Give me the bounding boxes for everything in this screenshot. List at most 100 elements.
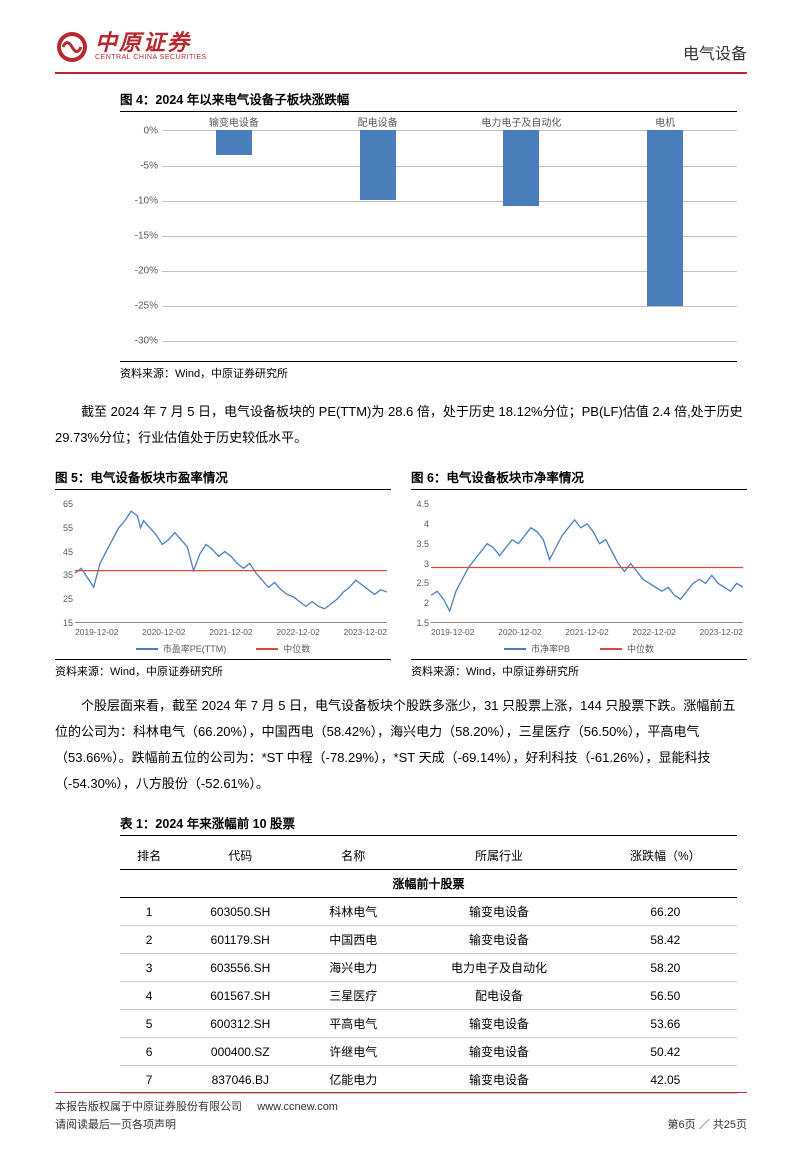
legend-label: 中位数: [283, 642, 310, 655]
legend-label: 市净率PB: [531, 642, 570, 655]
company-logo: 中原证券 CENTRAL CHINA SECURITIES: [55, 30, 207, 64]
table-1-header-row: 排名代码名称所属行业涨跌幅（%）: [120, 842, 737, 870]
line-chart-xtick: 2020-12-02: [142, 627, 185, 637]
table-cell: 亿能电力: [302, 1066, 404, 1094]
table-1-supertitle: 涨幅前十股票: [120, 870, 737, 898]
figure-4-ytick: -15%: [124, 231, 158, 242]
table-1-col-header: 所属行业: [404, 842, 593, 870]
table-cell: 42.05: [594, 1066, 737, 1094]
figure-4: 图 4：2024 年以来电气设备子板块涨跌幅 0%-5%-10%-15%-20%…: [120, 89, 737, 381]
legend-swatch: [504, 648, 526, 650]
figure-4-ytick: 0%: [124, 126, 158, 137]
line-chart-xtick: 2021-12-02: [565, 627, 608, 637]
line-chart-xtick: 2022-12-02: [276, 627, 319, 637]
logo-icon: [55, 30, 89, 64]
figure-4-bar: [360, 130, 396, 200]
page-header: 中原证券 CENTRAL CHINA SECURITIES 电气设备: [55, 30, 747, 74]
line-chart-ytick: 1.5: [409, 618, 429, 628]
figure-6: 图 6：电气设备板块市净率情况 1.522.533.544.52019-12-0…: [411, 467, 747, 679]
footer-url: www.ccnew.com: [257, 1101, 338, 1113]
line-chart-ytick: 35: [53, 570, 73, 580]
line-chart-ytick: 2.5: [409, 578, 429, 588]
line-chart-xtick: 2019-12-02: [431, 627, 474, 637]
table-1-col-header: 涨跌幅（%）: [594, 842, 737, 870]
table-cell: 输变电设备: [404, 1066, 593, 1094]
figure-5-source: 资料来源：Wind，中原证券研究所: [55, 659, 391, 679]
table-cell: 837046.BJ: [178, 1066, 302, 1094]
figure-4-ytick: -5%: [124, 161, 158, 172]
table-1-col-header: 名称: [302, 842, 404, 870]
table-cell: 5: [120, 1010, 178, 1038]
table-cell: 6: [120, 1038, 178, 1066]
line-chart-ytick: 4.5: [409, 499, 429, 509]
table-cell: 56.50: [594, 982, 737, 1010]
figure-4-title: 图 4：2024 年以来电气设备子板块涨跌幅: [120, 89, 737, 112]
table-cell: 50.42: [594, 1038, 737, 1066]
line-chart-xtick: 2023-12-02: [344, 627, 387, 637]
figure-5-linechart: 1525354555652019-12-022020-12-022021-12-…: [55, 498, 391, 653]
line-chart-ytick: 55: [53, 523, 73, 533]
line-chart-series: [431, 520, 743, 611]
figure-6-linechart: 1.522.533.544.52019-12-022020-12-022021-…: [411, 498, 747, 653]
table-1-title: 表 1：2024 年来涨幅前 10 股票: [120, 813, 737, 836]
logo-text-en: CENTRAL CHINA SECURITIES: [95, 54, 207, 62]
figure-4-category-label: 电力电子及自动化: [481, 114, 561, 129]
table-cell: 平高电气: [302, 1010, 404, 1038]
table-cell: 3: [120, 954, 178, 982]
table-cell: 电力电子及自动化: [404, 954, 593, 982]
figure-4-category-label: 配电设备: [358, 114, 398, 129]
table-row: 5600312.SH平高电气输变电设备53.66: [120, 1010, 737, 1038]
line-chart-ytick: 4: [409, 519, 429, 529]
logo-text-cn: 中原证券: [95, 32, 207, 54]
line-chart-xtick: 2019-12-02: [75, 627, 118, 637]
table-cell: 600312.SH: [178, 1010, 302, 1038]
figure-4-bar: [647, 130, 683, 306]
table-row: 7837046.BJ亿能电力输变电设备42.05: [120, 1066, 737, 1094]
line-chart-xtick: 2020-12-02: [498, 627, 541, 637]
table-cell: 海兴电力: [302, 954, 404, 982]
figure-4-ytick: -30%: [124, 336, 158, 347]
paragraph-1: 截至 2024 年 7 月 5 日，电气设备板块的 PE(TTM)为 28.6 …: [55, 399, 747, 451]
line-chart-ytick: 2: [409, 598, 429, 608]
line-chart-xtick: 2022-12-02: [632, 627, 675, 637]
footer-page-number: 第6页 ／ 共25页: [668, 1116, 747, 1132]
figure-5: 图 5：电气设备板块市盈率情况 1525354555652019-12-0220…: [55, 467, 391, 679]
document-category: 电气设备: [683, 40, 747, 64]
line-chart-xtick: 2023-12-02: [700, 627, 743, 637]
figure-4-ytick: -20%: [124, 266, 158, 277]
table-1: 表 1：2024 年来涨幅前 10 股票 涨幅前十股票 排名代码名称所属行业涨跌…: [120, 813, 737, 1094]
table-cell: 输变电设备: [404, 1038, 593, 1066]
line-chart-ytick: 3: [409, 559, 429, 569]
line-chart-ytick: 65: [53, 499, 73, 509]
line-chart-ytick: 15: [53, 618, 73, 628]
table-cell: 58.42: [594, 926, 737, 954]
table-cell: 输变电设备: [404, 898, 593, 926]
table-cell: 4: [120, 982, 178, 1010]
figure-4-category-label: 输变电设备: [209, 114, 259, 129]
footer-copyright: 本报告版权属于中原证券股份有限公司: [55, 1101, 242, 1113]
table-1-table: 涨幅前十股票 排名代码名称所属行业涨跌幅（%） 1603050.SH科林电气输变…: [120, 842, 737, 1094]
table-cell: 58.20: [594, 954, 737, 982]
figure-6-source: 资料来源：Wind，中原证券研究所: [411, 659, 747, 679]
line-chart-ytick: 45: [53, 547, 73, 557]
figure-4-barchart: 0%-5%-10%-15%-20%-25%-30% 输变电设备配电设备电力电子及…: [130, 120, 737, 355]
table-row: 1603050.SH科林电气输变电设备66.20: [120, 898, 737, 926]
legend-label: 中位数: [627, 642, 654, 655]
figure-4-bar: [216, 130, 252, 155]
figure-6-title: 图 6：电气设备板块市净率情况: [411, 467, 747, 490]
figure-4-ytick: -25%: [124, 301, 158, 312]
table-row: 4601567.SH三星医疗配电设备56.50: [120, 982, 737, 1010]
table-cell: 许继电气: [302, 1038, 404, 1066]
figures-5-6-row: 图 5：电气设备板块市盈率情况 1525354555652019-12-0220…: [55, 467, 747, 679]
table-cell: 科林电气: [302, 898, 404, 926]
table-cell: 输变电设备: [404, 1010, 593, 1038]
table-cell: 三星医疗: [302, 982, 404, 1010]
footer-notice: 请阅读最后一页各项声明: [55, 1116, 338, 1132]
table-cell: 配电设备: [404, 982, 593, 1010]
table-1-col-header: 代码: [178, 842, 302, 870]
table-cell: 601179.SH: [178, 926, 302, 954]
line-chart-ytick: 25: [53, 594, 73, 604]
table-1-col-header: 排名: [120, 842, 178, 870]
line-chart-series: [75, 511, 387, 609]
table-cell: 601567.SH: [178, 982, 302, 1010]
